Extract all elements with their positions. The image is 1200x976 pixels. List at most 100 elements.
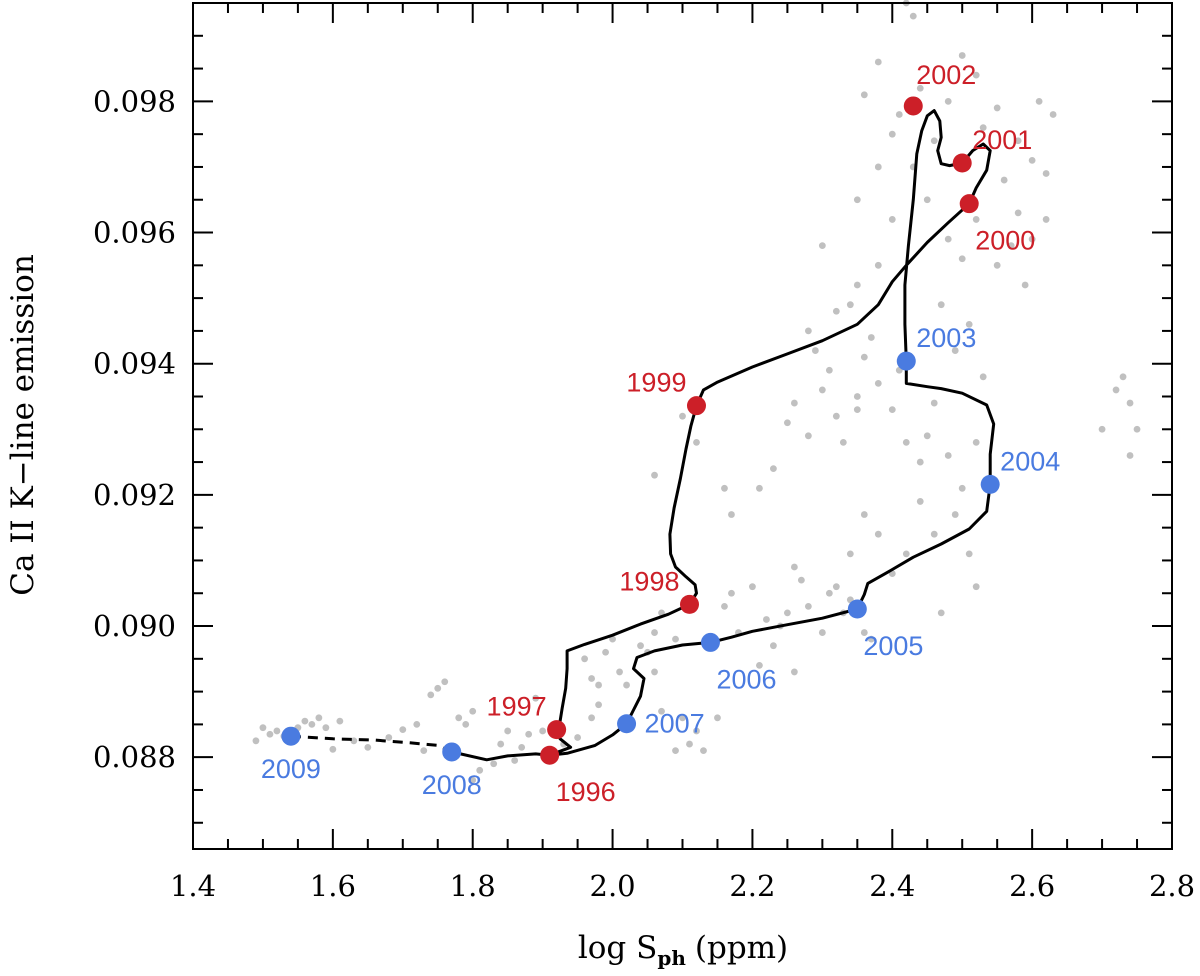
background-point-117 <box>993 261 1001 269</box>
background-point-65 <box>832 583 840 591</box>
x-axis-title: log Sph (ppm) <box>578 930 788 970</box>
background-point-74 <box>804 432 812 440</box>
year-marker-1996 <box>540 745 560 765</box>
y-tick-label-3: 0.094 <box>93 347 176 381</box>
year-marker-2002 <box>903 96 923 116</box>
background-point-100 <box>874 163 882 171</box>
background-point-110 <box>993 104 1001 112</box>
background-point-2 <box>266 730 274 738</box>
background-point-59 <box>783 609 791 617</box>
background-point-94 <box>832 307 840 315</box>
background-point-22 <box>462 720 470 728</box>
year-marker-1999 <box>686 396 706 416</box>
background-point-105 <box>916 84 924 92</box>
y-tick-label-2: 0.092 <box>93 478 176 512</box>
background-point-165 <box>867 334 875 341</box>
background-point-76 <box>825 366 833 374</box>
x-tick-label-0: 1.4 <box>170 869 216 903</box>
background-point-97 <box>888 216 896 223</box>
year-label-2007: 2007 <box>645 709 705 739</box>
background-point-47 <box>672 635 679 643</box>
background-point-31 <box>525 730 533 738</box>
background-point-80 <box>860 353 868 361</box>
x-tick-label-4: 2.2 <box>729 869 775 903</box>
background-point-10 <box>336 717 344 725</box>
background-point-78 <box>839 438 847 446</box>
background-point-131 <box>1098 425 1106 433</box>
background-point-86 <box>930 399 938 407</box>
background-point-99 <box>853 196 861 204</box>
x-axis-title-unit: (ppm) <box>695 930 788 966</box>
background-point-16 <box>413 720 421 728</box>
background-point-139 <box>965 320 973 328</box>
background-point-43 <box>637 642 644 650</box>
activity-track <box>290 109 996 762</box>
background-point-27 <box>497 740 505 748</box>
background-point-35 <box>574 734 582 741</box>
background-point-161 <box>728 511 735 518</box>
background-point-32 <box>532 694 540 702</box>
year-marker-2007 <box>617 714 637 734</box>
background-point-19 <box>434 684 442 692</box>
background-point-20 <box>441 678 449 686</box>
plot-axes: 1.4 1.6 1.8 2.0 2.2 2.4 2.6 2.8 0.088 0.090 0.092 0… <box>93 2 1195 903</box>
background-point-11 <box>329 745 337 753</box>
year-marker-1998 <box>679 594 699 614</box>
year-label-2006: 2006 <box>716 664 776 694</box>
background-point-51 <box>700 747 707 755</box>
background-point-15 <box>399 726 407 734</box>
year-label-1996: 1996 <box>556 777 616 807</box>
y-tick-label-5: 0.098 <box>93 84 176 118</box>
background-point-91 <box>693 438 700 446</box>
x-axis-title-main: log S <box>578 930 658 966</box>
background-point-8 <box>315 714 323 722</box>
background-point-92 <box>651 471 658 479</box>
background-point-118 <box>1007 242 1015 250</box>
background-point-71 <box>770 465 777 473</box>
background-point-102 <box>860 91 868 99</box>
background-point-115 <box>1035 97 1043 105</box>
background-point-138 <box>951 347 959 354</box>
background-point-64 <box>825 589 833 597</box>
background-point-3 <box>273 727 281 735</box>
background-point-54 <box>728 589 735 597</box>
background-point-73 <box>790 399 798 407</box>
background-point-163 <box>853 406 861 414</box>
background-point-135 <box>1119 373 1127 381</box>
background-point-130 <box>1042 216 1050 223</box>
background-point-85 <box>923 432 931 440</box>
x-tick-label-7: 2.8 <box>1149 869 1195 903</box>
background-point-42 <box>623 681 630 689</box>
year-label-1999: 1999 <box>626 368 686 398</box>
background-point-56 <box>749 583 756 591</box>
background-point-149 <box>874 530 882 538</box>
background-point-95 <box>853 281 861 289</box>
year-markers <box>281 96 1000 765</box>
background-point-52 <box>714 714 721 722</box>
background-point-88 <box>958 484 966 492</box>
background-point-72 <box>783 419 791 427</box>
background-point-101 <box>888 130 896 138</box>
year-label-2005: 2005 <box>863 631 923 661</box>
background-point-9 <box>322 724 330 732</box>
background-point-132 <box>1112 386 1120 394</box>
background-point-120 <box>972 216 980 223</box>
background-point-57 <box>763 616 770 623</box>
background-point-60 <box>790 563 798 571</box>
year-labels: 1996 1997 1998 1999 2000 2001 2002 2003 2004 2005… <box>261 60 1060 807</box>
year-label-2000: 2000 <box>975 226 1035 256</box>
background-point-30 <box>518 743 526 751</box>
background-point-89 <box>972 438 980 446</box>
background-point-111 <box>1000 176 1008 184</box>
background-point-69 <box>867 635 875 643</box>
year-marker-2000 <box>959 194 979 214</box>
background-point-125 <box>909 12 917 20</box>
background-point-123 <box>923 196 931 204</box>
y-tick-label-0: 0.088 <box>93 740 176 774</box>
background-point-109 <box>979 124 987 132</box>
background-point-116 <box>1049 111 1057 118</box>
background-point-136 <box>1126 452 1134 459</box>
background-point-14 <box>385 734 393 741</box>
background-point-38 <box>595 681 602 689</box>
background-point-142 <box>930 530 938 538</box>
